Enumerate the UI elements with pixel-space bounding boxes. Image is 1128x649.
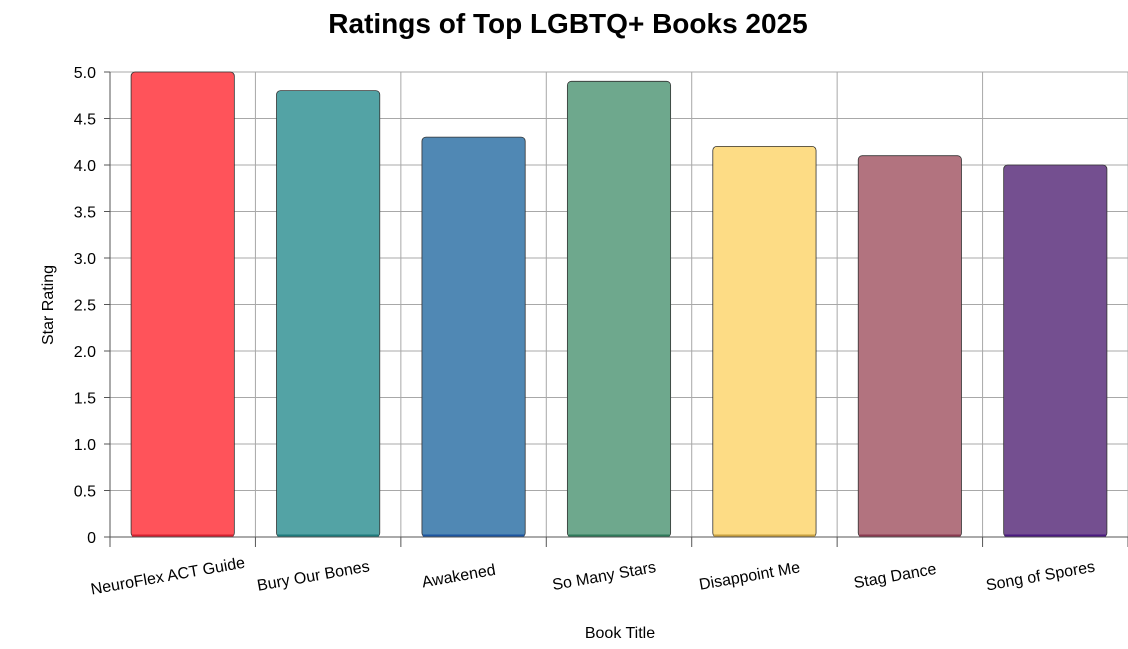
y-tick-label: 1.5 (74, 391, 96, 408)
bar-song-of-spores (1003, 164, 1108, 538)
y-tick-label: 0 (87, 530, 96, 547)
y-axis-ticks: 0 0.5 1.0 1.5 2.0 2.5 3.0 3.5 4.0 4.5 5.0 (74, 65, 110, 547)
x-axis-ticks: NeuroFlex ACT Guide Bury Our Bones Awakene… (90, 537, 1128, 599)
y-tick-label: 2.5 (74, 298, 96, 315)
y-tick-label: 2.0 (74, 344, 96, 361)
x-tick-label: Awakened (421, 562, 497, 592)
y-tick-label: 1.0 (74, 437, 96, 454)
y-tick-label: 3.0 (74, 251, 96, 268)
y-tick-label: 0.5 (74, 484, 96, 501)
y-tick-label: 5.0 (74, 65, 96, 82)
x-tick-label: NeuroFlex ACT Guide (90, 555, 247, 599)
y-axis-label: Star Rating (40, 265, 57, 345)
x-axis-label: Book Title (585, 625, 655, 642)
x-tick-label: Bury Our Bones (256, 558, 371, 595)
y-tick-label: 4.0 (74, 158, 96, 175)
bars (130, 71, 1108, 538)
bar-awakened (421, 136, 526, 538)
bar-bury-our-bones (276, 90, 381, 538)
y-tick-label: 3.5 (74, 205, 96, 222)
bar-stag-dance (857, 155, 962, 538)
bar-disappoint-me (712, 145, 817, 538)
y-tick-label: 4.5 (74, 112, 96, 129)
bar-so-many-stars (566, 80, 672, 538)
x-tick-label: Disappoint Me (698, 559, 802, 594)
x-tick-label: Stag Dance (852, 561, 937, 592)
bar-neuroflex-act-guide (130, 71, 235, 538)
x-tick-label: Song of Spores (985, 559, 1097, 595)
chart-title: Ratings of Top LGBTQ+ Books 2025 (328, 8, 807, 39)
x-tick-label: So Many Stars (551, 559, 657, 594)
